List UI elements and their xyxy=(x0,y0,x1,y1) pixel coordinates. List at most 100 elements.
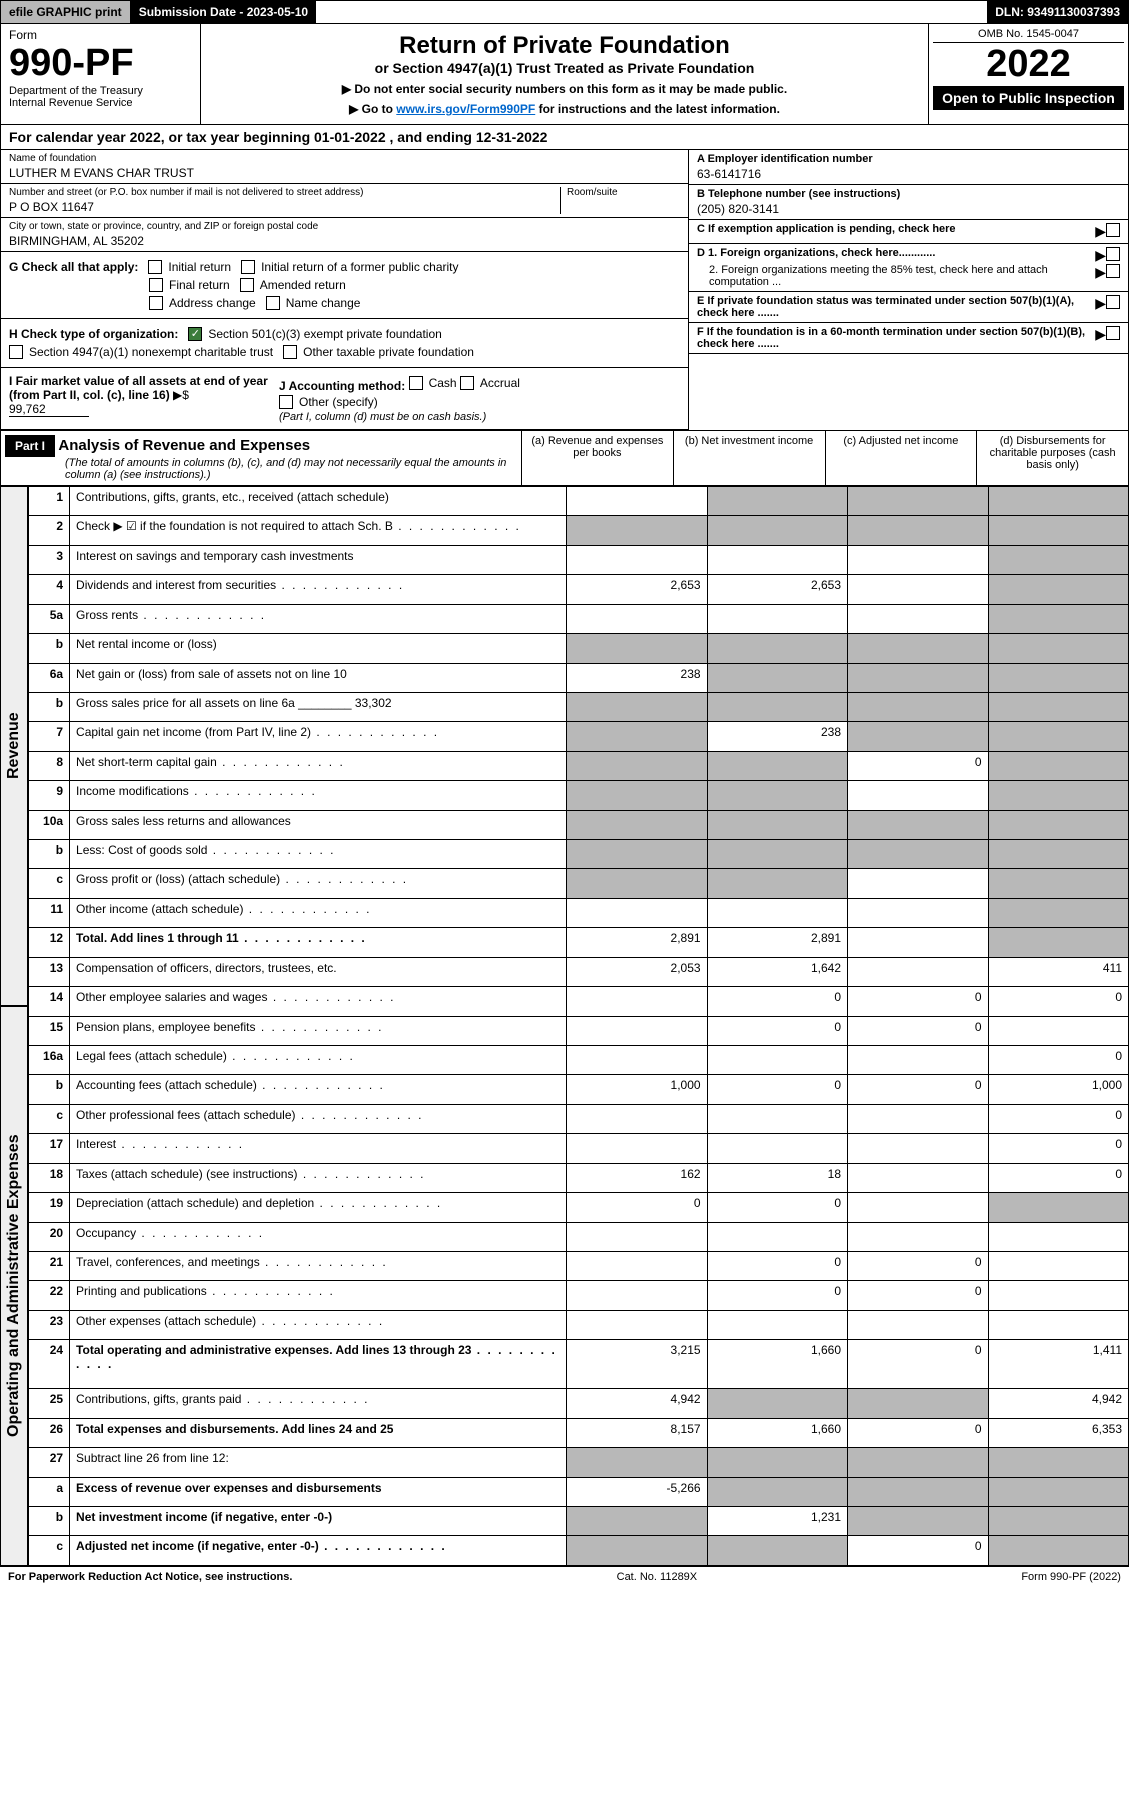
submission-date: Submission Date - 2023-05-10 xyxy=(131,1,316,23)
phone-value: (205) 820-3141 xyxy=(697,202,1120,216)
checkbox-f[interactable] xyxy=(1106,326,1120,340)
table-row: 26Total expenses and disbursements. Add … xyxy=(29,1418,1129,1447)
table-row: aExcess of revenue over expenses and dis… xyxy=(29,1477,1129,1506)
table-row: 6aNet gain or (loss) from sale of assets… xyxy=(29,663,1129,692)
checkbox-cash[interactable] xyxy=(409,376,423,390)
irs-label: Internal Revenue Service xyxy=(9,97,192,109)
revenue-side-label: Revenue xyxy=(0,486,28,1006)
table-row: 25Contributions, gifts, grants paid4,942… xyxy=(29,1389,1129,1418)
open-public-badge: Open to Public Inspection xyxy=(933,86,1124,110)
checkbox-address-change[interactable] xyxy=(149,296,163,310)
checkbox-501c3[interactable] xyxy=(188,327,202,341)
table-row: cAdjusted net income (if negative, enter… xyxy=(29,1536,1129,1566)
f-label: F If the foundation is in a 60-month ter… xyxy=(697,326,1095,350)
col-d-header: (d) Disbursements for charitable purpose… xyxy=(976,431,1128,485)
table-row: 5aGross rents xyxy=(29,604,1129,633)
address-value: P O BOX 11647 xyxy=(9,200,560,214)
d2-label: 2. Foreign organizations meeting the 85%… xyxy=(697,264,1095,288)
part1-desc: (The total of amounts in columns (b), (c… xyxy=(5,457,517,481)
ein-value: 63-6141716 xyxy=(697,167,1120,181)
checkbox-4947[interactable] xyxy=(9,345,23,359)
form-header: Form 990-PF Department of the Treasury I… xyxy=(0,24,1129,125)
checkbox-other-method[interactable] xyxy=(279,395,293,409)
address-label: Number and street (or P.O. box number if… xyxy=(9,187,560,198)
dept-label: Department of the Treasury xyxy=(9,85,192,97)
irs-link[interactable]: www.irs.gov/Form990PF xyxy=(396,102,535,116)
checkbox-d1[interactable] xyxy=(1106,247,1120,261)
table-row: 15Pension plans, employee benefits00 xyxy=(29,1016,1129,1045)
table-row: bAccounting fees (attach schedule)1,0000… xyxy=(29,1075,1129,1104)
table-row: 8Net short-term capital gain0 xyxy=(29,751,1129,780)
checkbox-c[interactable] xyxy=(1106,223,1120,237)
checkbox-accrual[interactable] xyxy=(460,376,474,390)
phone-label: B Telephone number (see instructions) xyxy=(697,188,1120,200)
section-ij: I Fair market value of all assets at end… xyxy=(1,368,688,430)
table-row: 14Other employee salaries and wages000 xyxy=(29,987,1129,1016)
table-row: 18Taxes (attach schedule) (see instructi… xyxy=(29,1163,1129,1192)
table-row: bGross sales price for all assets on lin… xyxy=(29,692,1129,721)
checkbox-amended[interactable] xyxy=(240,278,254,292)
c-label: C If exemption application is pending, c… xyxy=(697,223,1095,240)
foundation-name-label: Name of foundation xyxy=(9,153,680,164)
table-row: 3Interest on savings and temporary cash … xyxy=(29,545,1129,574)
form-title: Return of Private Foundation xyxy=(209,32,920,60)
tax-year: 2022 xyxy=(933,43,1124,86)
expenses-side-label: Operating and Administrative Expenses xyxy=(0,1006,28,1566)
table-row: bNet rental income or (loss) xyxy=(29,634,1129,663)
j-label: J Accounting method: xyxy=(279,379,405,393)
checkbox-e[interactable] xyxy=(1106,295,1120,309)
table-row: 22Printing and publications00 xyxy=(29,1281,1129,1310)
i-label: I Fair market value of all assets at end… xyxy=(9,374,268,402)
foundation-name: LUTHER M EVANS CHAR TRUST xyxy=(9,166,680,180)
table-row: 11Other income (attach schedule) xyxy=(29,898,1129,927)
table-row: 20Occupancy xyxy=(29,1222,1129,1251)
g-label: G Check all that apply: xyxy=(9,260,138,274)
col-a-header: (a) Revenue and expenses per books xyxy=(521,431,673,485)
table-row: 16aLegal fees (attach schedule)0 xyxy=(29,1046,1129,1075)
city-value: BIRMINGHAM, AL 35202 xyxy=(9,234,680,248)
form-number: 990-PF xyxy=(9,42,192,85)
table-row: 27Subtract line 26 from line 12: xyxy=(29,1448,1129,1477)
dln-number: DLN: 93491130037393 xyxy=(987,1,1128,23)
table-row: bLess: Cost of goods sold xyxy=(29,840,1129,869)
note-ssn: ▶ Do not enter social security numbers o… xyxy=(209,82,920,96)
footer-form: Form 990-PF (2022) xyxy=(1021,1571,1121,1583)
table-row: 12Total. Add lines 1 through 112,8912,89… xyxy=(29,928,1129,957)
d1-label: D 1. Foreign organizations, check here..… xyxy=(697,247,1095,264)
checkbox-name-change[interactable] xyxy=(266,296,280,310)
section-h: H Check type of organization: Section 50… xyxy=(1,319,688,368)
table-row: 2Check ▶ ☑ if the foundation is not requ… xyxy=(29,516,1129,545)
table-row: 10aGross sales less returns and allowanc… xyxy=(29,810,1129,839)
j-note: (Part I, column (d) must be on cash basi… xyxy=(279,411,520,423)
room-label: Room/suite xyxy=(567,187,680,198)
checkbox-other-taxable[interactable] xyxy=(283,345,297,359)
table-row: 19Depreciation (attach schedule) and dep… xyxy=(29,1193,1129,1222)
table-row: 24Total operating and administrative exp… xyxy=(29,1340,1129,1389)
checkbox-initial-former[interactable] xyxy=(241,260,255,274)
form-subtitle: or Section 4947(a)(1) Trust Treated as P… xyxy=(209,60,920,76)
ein-label: A Employer identification number xyxy=(697,153,1120,165)
calendar-year-line: For calendar year 2022, or tax year begi… xyxy=(0,125,1129,150)
table-row: 23Other expenses (attach schedule) xyxy=(29,1310,1129,1339)
checkbox-d2[interactable] xyxy=(1106,264,1120,278)
table-row: 7Capital gain net income (from Part IV, … xyxy=(29,722,1129,751)
checkbox-initial-return[interactable] xyxy=(148,260,162,274)
page-footer: For Paperwork Reduction Act Notice, see … xyxy=(0,1566,1129,1587)
efile-print-button[interactable]: efile GRAPHIC print xyxy=(1,1,131,23)
table-row: 13Compensation of officers, directors, t… xyxy=(29,957,1129,986)
arrow-icon: ▶ xyxy=(1095,223,1106,240)
col-c-header: (c) Adjusted net income xyxy=(825,431,977,485)
table-row: 21Travel, conferences, and meetings00 xyxy=(29,1251,1129,1280)
table-row: 1Contributions, gifts, grants, etc., rec… xyxy=(29,487,1129,516)
form-label: Form xyxy=(9,28,192,42)
main-table-wrap: Revenue Operating and Administrative Exp… xyxy=(0,486,1129,1566)
i-value: 99,762 xyxy=(9,402,89,417)
omb-number: OMB No. 1545-0047 xyxy=(933,28,1124,43)
table-row: 9Income modifications xyxy=(29,781,1129,810)
table-row: 17Interest0 xyxy=(29,1134,1129,1163)
checkbox-final-return[interactable] xyxy=(149,278,163,292)
table-row: bNet investment income (if negative, ent… xyxy=(29,1506,1129,1535)
part1-title: Analysis of Revenue and Expenses xyxy=(58,437,310,454)
col-b-header: (b) Net investment income xyxy=(673,431,825,485)
top-bar: efile GRAPHIC print Submission Date - 20… xyxy=(0,0,1129,24)
